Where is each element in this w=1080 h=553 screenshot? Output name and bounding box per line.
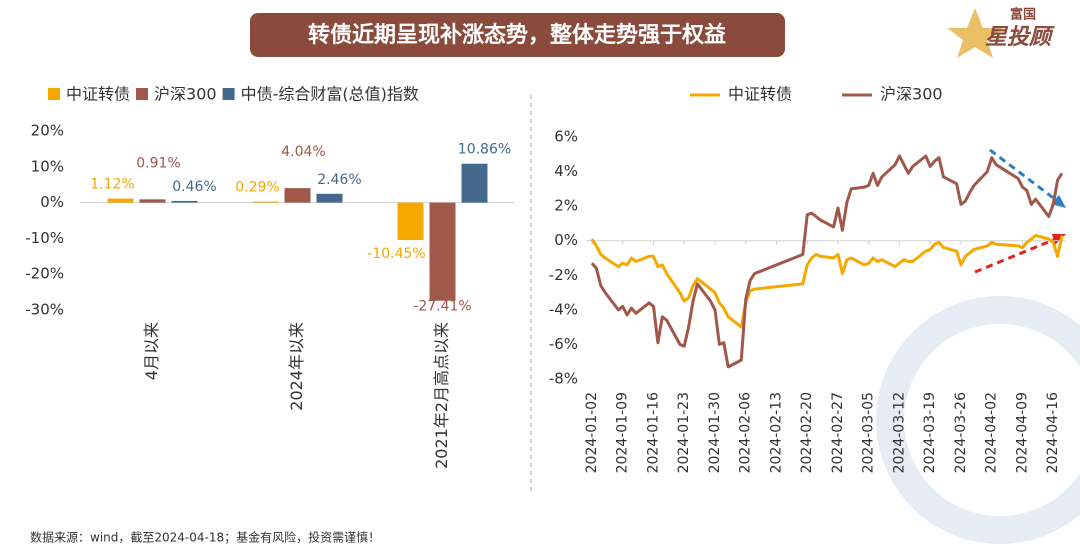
x-tick-label: 2024-01-16 [645,392,661,473]
legend-label: 中证转债 [66,85,130,104]
footer-note: 数据来源：wind，截至2024-04-18；基金有风险，投资需谨慎！ [30,530,380,545]
x-tick-label: 2024-03-12 [891,392,907,473]
y-tick-label: -20% [25,265,64,283]
y-tick-label: -2% [549,266,578,284]
y-tick-label: -6% [549,335,578,353]
value-label: 4.04% [281,144,325,160]
x-tick-label: 2024年以来 [287,322,306,411]
title-banner [250,13,785,57]
y-tick-label: 10% [31,157,64,175]
bar [252,201,279,203]
value-label: -10.45% [367,246,425,262]
value-label: 1.12% [90,177,134,193]
y-tick-label: 6% [554,128,578,146]
x-tick-label: 2024-02-13 [768,392,784,473]
trend-arrow [989,148,1061,205]
legend-label: 沪深300 [880,85,943,104]
y-tick-label: -10% [25,229,64,247]
legend-label: 中证转债 [728,85,792,104]
x-tick-label: 2024-01-30 [707,392,723,473]
x-tick-label: 2024-03-26 [953,392,969,473]
x-tick-label: 4月以来 [142,322,161,380]
bar [171,200,198,203]
line-series [590,154,1064,369]
bar [397,202,424,241]
y-tick-label: 0% [40,193,64,211]
bar [139,199,166,203]
x-tick-label: 2024-02-06 [738,392,754,473]
logo-star [947,8,1003,58]
bar [316,193,343,203]
trend-arrow [974,236,1059,274]
y-tick-label: 2% [554,197,578,215]
legend-label: 中债-综合财富(总值)指数 [241,85,419,104]
bar [461,163,488,203]
line-series [590,234,1064,329]
arrow-head [1051,195,1066,208]
value-label: 10.86% [458,142,511,158]
x-tick-label: 2024-01-23 [676,392,692,473]
x-tick-label: 2024-04-09 [1014,392,1030,473]
legend-label: 沪深300 [154,85,217,104]
x-tick-label: 2021年2月高点以来 [432,322,451,469]
y-tick-label: -30% [25,301,64,319]
x-tick-label: 2024-02-20 [799,392,815,473]
y-tick-label: 0% [554,231,578,249]
value-label: 0.91% [136,155,180,171]
value-label: 2.46% [317,172,361,188]
x-tick-label: 2024-02-27 [830,392,846,473]
x-tick-label: 2024-03-19 [922,392,938,473]
legend-swatch [48,88,60,100]
page-title: 转债近期呈现补涨态势，整体走势强于权益 [308,22,726,48]
x-tick-label: 2024-04-02 [984,392,1000,473]
value-label: 0.29% [235,180,279,196]
watermark [876,296,1080,544]
x-tick-label: 2024-01-02 [584,392,600,473]
value-label: -27.41% [413,299,471,315]
bar [284,188,311,203]
y-tick-label: -8% [549,370,578,388]
y-tick-label: 20% [31,122,64,140]
legend-swatch [136,88,149,100]
legend-swatch [222,88,235,100]
y-tick-label: -4% [549,300,578,318]
x-tick-label: 2024-04-16 [1045,392,1061,473]
x-tick-label: 2024-01-09 [615,392,631,473]
logo-top: 富国 [1010,7,1036,23]
logo-bottom: 星投顾 [985,25,1055,50]
bar [107,198,134,203]
value-label: 0.46% [172,179,216,195]
y-tick-label: 4% [554,162,578,180]
bar [429,202,456,301]
x-tick-label: 2024-03-05 [861,392,877,473]
